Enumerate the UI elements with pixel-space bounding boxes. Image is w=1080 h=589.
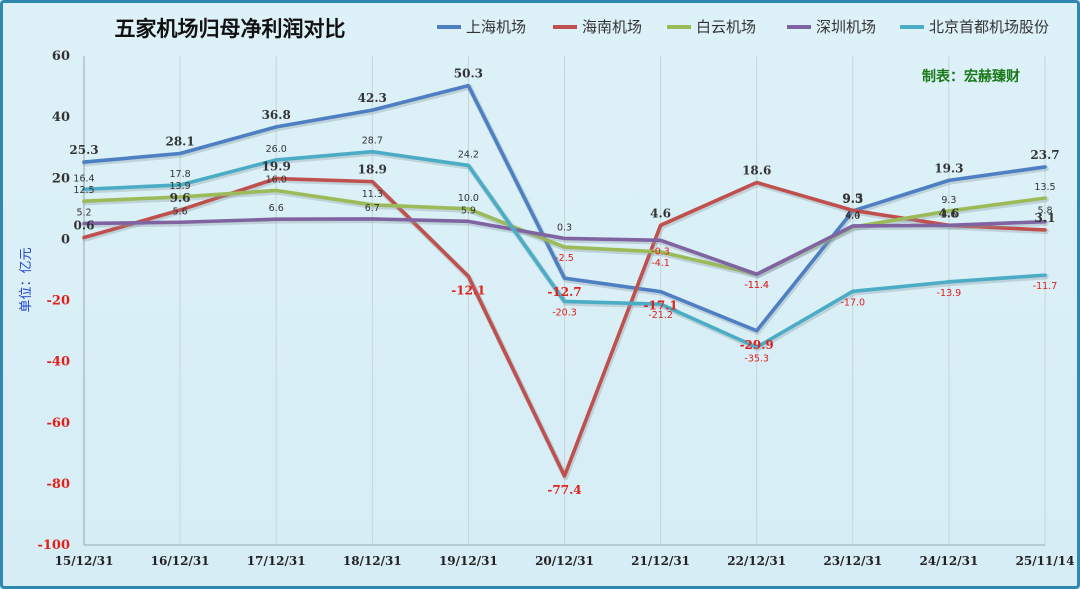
data-label: 17.8 [170, 169, 191, 180]
data-label: 6.7 [365, 203, 380, 214]
chart-credit: 制表：宏赫臻财 [922, 68, 1020, 85]
y-tick-label: -100 [37, 538, 70, 553]
y-tick-label: -40 [47, 355, 71, 370]
data-label: 10.0 [458, 193, 479, 204]
series-line [82, 188, 1047, 277]
data-label: 24.2 [458, 149, 479, 160]
data-label: -29.9 [740, 338, 774, 352]
series-line [82, 176, 1047, 478]
data-label: -11.4 [744, 280, 769, 291]
data-label: 25.3 [69, 143, 98, 157]
x-tick-label: 25/11/14 [1016, 554, 1075, 568]
data-label: -35.3 [744, 353, 769, 364]
data-label: 13.9 [170, 181, 191, 192]
legend-item: 白云机场 [696, 18, 756, 36]
data-label: 36.8 [262, 108, 291, 122]
data-label: 18.6 [742, 164, 771, 178]
x-tick-label: 19/12/31 [439, 554, 498, 568]
data-label: -13.9 [937, 288, 962, 299]
data-label: -11.7 [1033, 281, 1058, 292]
data-label: 13.5 [1034, 182, 1055, 193]
y-tick-label: 60 [52, 49, 70, 64]
data-label: 9.3 [842, 192, 863, 206]
legend-item: 北京首都机场股份 [929, 18, 1049, 36]
x-tick-label: 24/12/31 [919, 554, 978, 568]
chart-title: 五家机场归母净利润对比 [115, 17, 346, 41]
data-label: 4.6 [941, 209, 956, 220]
data-label: -4.1 [651, 258, 670, 269]
y-tick-label: -20 [47, 294, 71, 309]
data-label: 23.7 [1030, 148, 1059, 162]
x-tick-label: 18/12/31 [343, 554, 402, 568]
y-axis-label: 单位：亿元 [19, 247, 34, 312]
data-label: 0.3 [557, 222, 572, 233]
data-label: 28.7 [362, 136, 383, 147]
x-tick-label: 22/12/31 [727, 554, 786, 568]
data-label: 19.9 [262, 160, 291, 174]
data-label: 42.3 [358, 91, 387, 105]
data-label: -0.3 [651, 246, 670, 257]
data-label: 4.4 [845, 210, 860, 221]
data-label: 4.6 [650, 206, 671, 220]
data-label: 19.3 [934, 161, 963, 175]
x-tick-label: 20/12/31 [535, 554, 594, 568]
data-label: 4.0 [845, 211, 860, 222]
data-label: 9.5 [842, 191, 863, 205]
series-line [82, 149, 1047, 350]
series-lines [82, 83, 1049, 481]
data-label: 9.3 [941, 195, 956, 206]
data-label: 26.0 [266, 144, 287, 155]
legend: 上海机场 海南机场 白云机场 深圳机场 北京首都机场股份 [437, 18, 1049, 36]
data-label: 12.5 [73, 185, 94, 196]
legend-item: 海南机场 [582, 18, 642, 36]
data-label: -2.5 [555, 253, 574, 264]
series-line [82, 83, 1047, 333]
y-tick-label: -60 [47, 416, 71, 431]
legend-item: 上海机场 [466, 18, 526, 36]
y-tick-label: 40 [52, 110, 70, 125]
data-label: 16.0 [266, 174, 287, 185]
data-labels: 25.3 28.1 36.8 42.3 50.3 -12.7 -17.1 -29.9 9.3 19… [69, 67, 1059, 497]
data-label: 5.8 [1037, 206, 1052, 217]
data-label: 4.6 [938, 206, 959, 220]
data-label: 5.9 [461, 205, 476, 216]
data-label: -11.4 [744, 280, 769, 291]
data-label: 3.1 [1035, 211, 1056, 225]
data-label: -17.1 [643, 299, 677, 313]
data-label: -77.4 [547, 483, 581, 497]
data-label: -21.2 [648, 310, 673, 321]
data-label: 0.6 [74, 219, 95, 233]
x-tick-label: 16/12/31 [151, 554, 210, 568]
x-tick-label: 21/12/31 [631, 554, 690, 568]
y-tick-label: -80 [47, 477, 71, 492]
x-tick-label: 15/12/31 [55, 554, 114, 568]
data-label: -17.0 [841, 297, 866, 308]
legend-item: 深圳机场 [816, 18, 876, 36]
data-label: -20.3 [552, 307, 577, 318]
x-tick-label: 17/12/31 [247, 554, 306, 568]
y-tick-label: 0 [61, 232, 70, 247]
data-label: 50.3 [454, 67, 483, 81]
data-label: 6.6 [269, 203, 284, 214]
data-label: 16.4 [73, 173, 94, 184]
data-label: -12.7 [547, 285, 581, 299]
data-label: -12.1 [451, 283, 485, 297]
data-label: 18.9 [358, 163, 387, 177]
data-label: 11.3 [362, 189, 383, 200]
data-label: 5.2 [76, 207, 91, 218]
x-tick-label: 23/12/31 [823, 554, 882, 568]
data-label: 5.6 [173, 206, 188, 217]
series-line [82, 217, 1047, 277]
data-label: 28.1 [165, 134, 194, 148]
y-tick-label: 20 [52, 171, 70, 186]
data-label: 9.6 [170, 191, 191, 205]
